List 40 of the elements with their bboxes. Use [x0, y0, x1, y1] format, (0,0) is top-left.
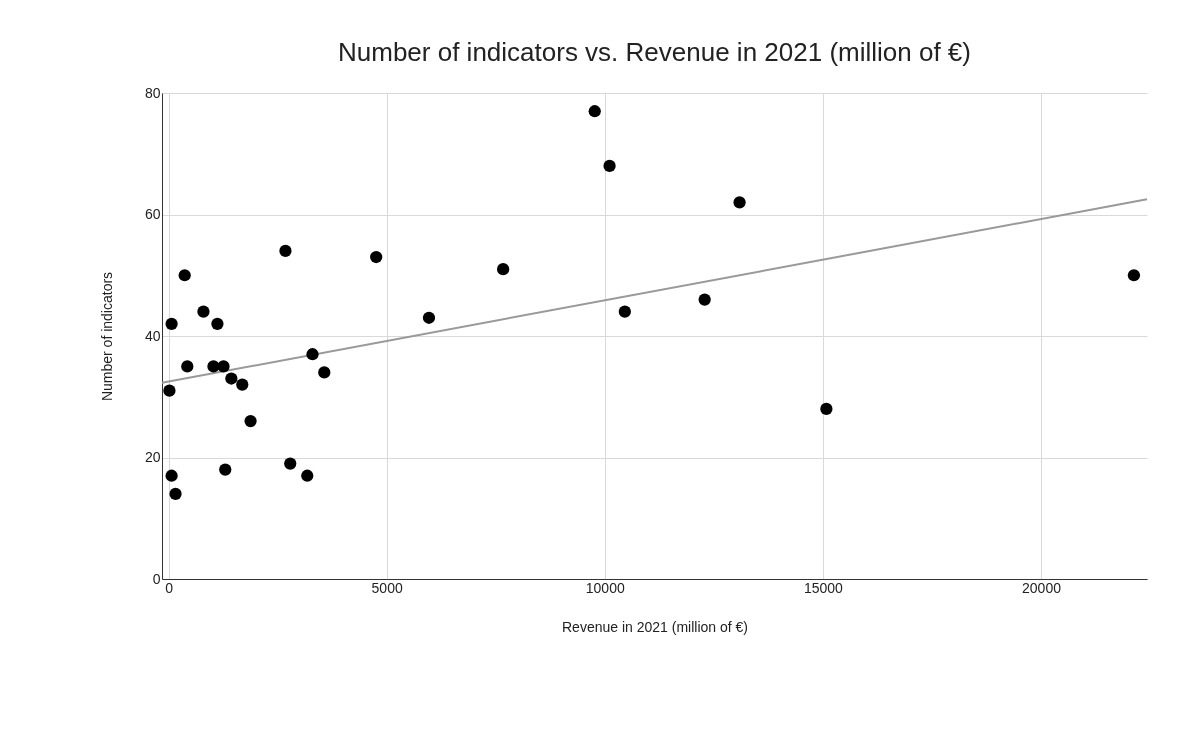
point — [279, 244, 292, 258]
y-tick-label: 80 — [144, 84, 161, 101]
x-tick-label: 0 — [165, 579, 174, 596]
x-tick-label: 10000 — [585, 579, 625, 596]
point — [165, 469, 178, 482]
point — [318, 366, 331, 379]
point — [820, 402, 833, 416]
point — [284, 457, 297, 470]
point — [217, 360, 230, 373]
point — [163, 384, 176, 397]
point — [618, 305, 631, 318]
point — [244, 414, 257, 428]
point — [733, 196, 746, 209]
point — [301, 469, 314, 482]
y-axis-title: Number of indicators — [98, 271, 115, 402]
x-tick-label: 20000 — [1022, 579, 1062, 596]
point — [181, 360, 194, 373]
point — [165, 317, 178, 330]
point — [1127, 269, 1141, 282]
point — [211, 317, 224, 330]
point — [588, 105, 601, 118]
y-tick-label: 40 — [144, 327, 161, 344]
point — [370, 250, 383, 264]
point — [178, 269, 191, 282]
chart-title: Number of indicators vs. Revenue in 2021 (million of €) — [338, 37, 971, 67]
point — [169, 487, 182, 501]
point — [219, 463, 232, 476]
x-axis-title: Revenue in 2021 (million of €) — [562, 618, 748, 635]
x-tick-label: 15000 — [803, 579, 844, 596]
point — [497, 263, 510, 276]
x-tick-label: 5000 — [371, 579, 403, 596]
point — [422, 311, 436, 324]
point — [197, 305, 210, 318]
point — [306, 348, 319, 361]
point — [698, 293, 711, 306]
point — [603, 159, 616, 173]
point — [225, 372, 238, 385]
y-tick-label: 20 — [144, 449, 161, 465]
y-tick-label: 60 — [144, 206, 161, 222]
point — [236, 378, 249, 391]
